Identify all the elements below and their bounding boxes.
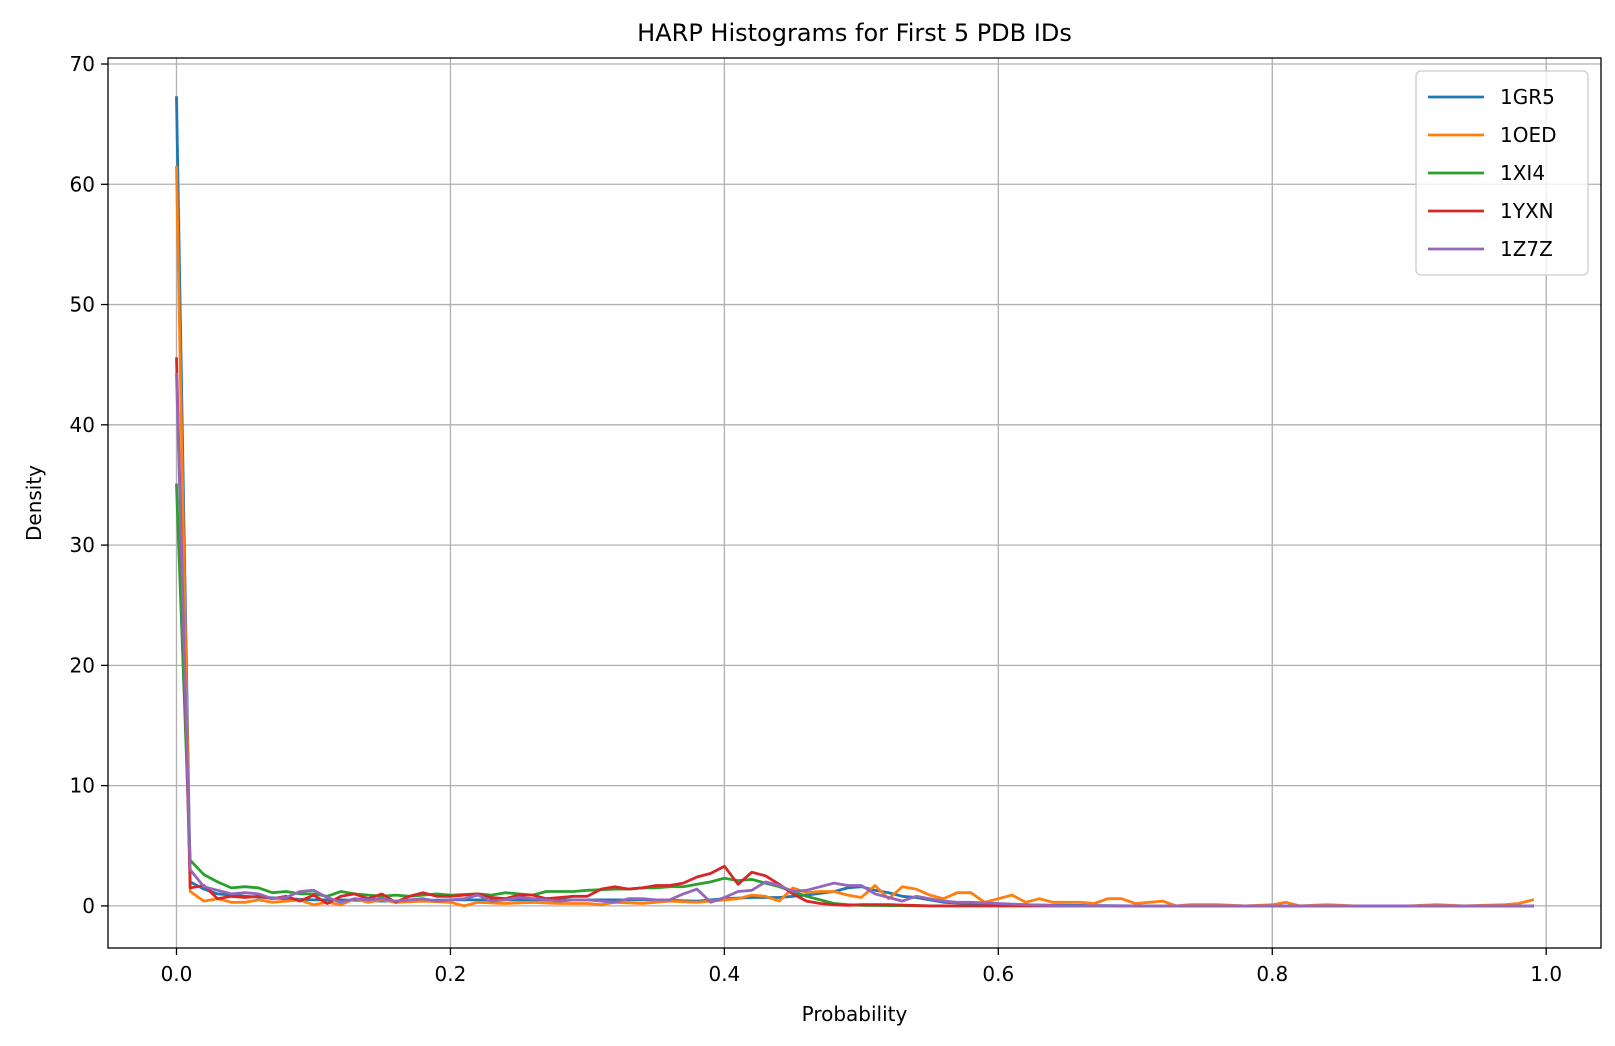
legend: 1GR5 1OED 1XI4 1YXN 1Z7Z [1415, 70, 1589, 276]
series-lines [175, 96, 1535, 908]
x-tick-label: 1.0 [1530, 962, 1562, 986]
legend-label: 1OED [1500, 123, 1557, 147]
legend-label: 1GR5 [1500, 85, 1555, 109]
x-tick-label: 0.8 [1256, 962, 1288, 986]
plot-frame [107, 57, 1602, 949]
axis-ticks: 0.0 0.2 0.4 0.6 0.8 1.0 0 10 20 30 40 50 60 70 [70, 52, 1563, 986]
y-tick-label: 70 [70, 52, 95, 76]
x-tick-label: 0.4 [708, 962, 740, 986]
y-tick-label: 50 [70, 293, 95, 317]
y-tick-label: 10 [70, 774, 95, 798]
x-tick-label: 0.2 [435, 962, 467, 986]
x-tick-label: 0.6 [982, 962, 1014, 986]
y-tick-label: 0 [82, 894, 95, 918]
x-axis-label: Probability [802, 1002, 908, 1026]
legend-box [1415, 70, 1589, 276]
y-tick-label: 60 [70, 172, 95, 196]
y-tick-label: 20 [70, 653, 95, 677]
y-tick-label: 30 [70, 533, 95, 557]
legend-label: 1YXN [1500, 199, 1554, 223]
series-line-1xi4 [175, 483, 1534, 908]
y-tick-label: 40 [70, 413, 95, 437]
chart-title: HARP Histograms for First 5 PDB IDs [637, 19, 1072, 47]
series-line-1z7z [175, 372, 1534, 908]
legend-label: 1XI4 [1500, 161, 1545, 185]
series-line-1yxn [175, 357, 1534, 908]
grid [108, 58, 1601, 948]
y-axis-label: Density [22, 465, 46, 541]
x-tick-label: 0.0 [161, 962, 193, 986]
legend-label: 1Z7Z [1500, 237, 1553, 261]
